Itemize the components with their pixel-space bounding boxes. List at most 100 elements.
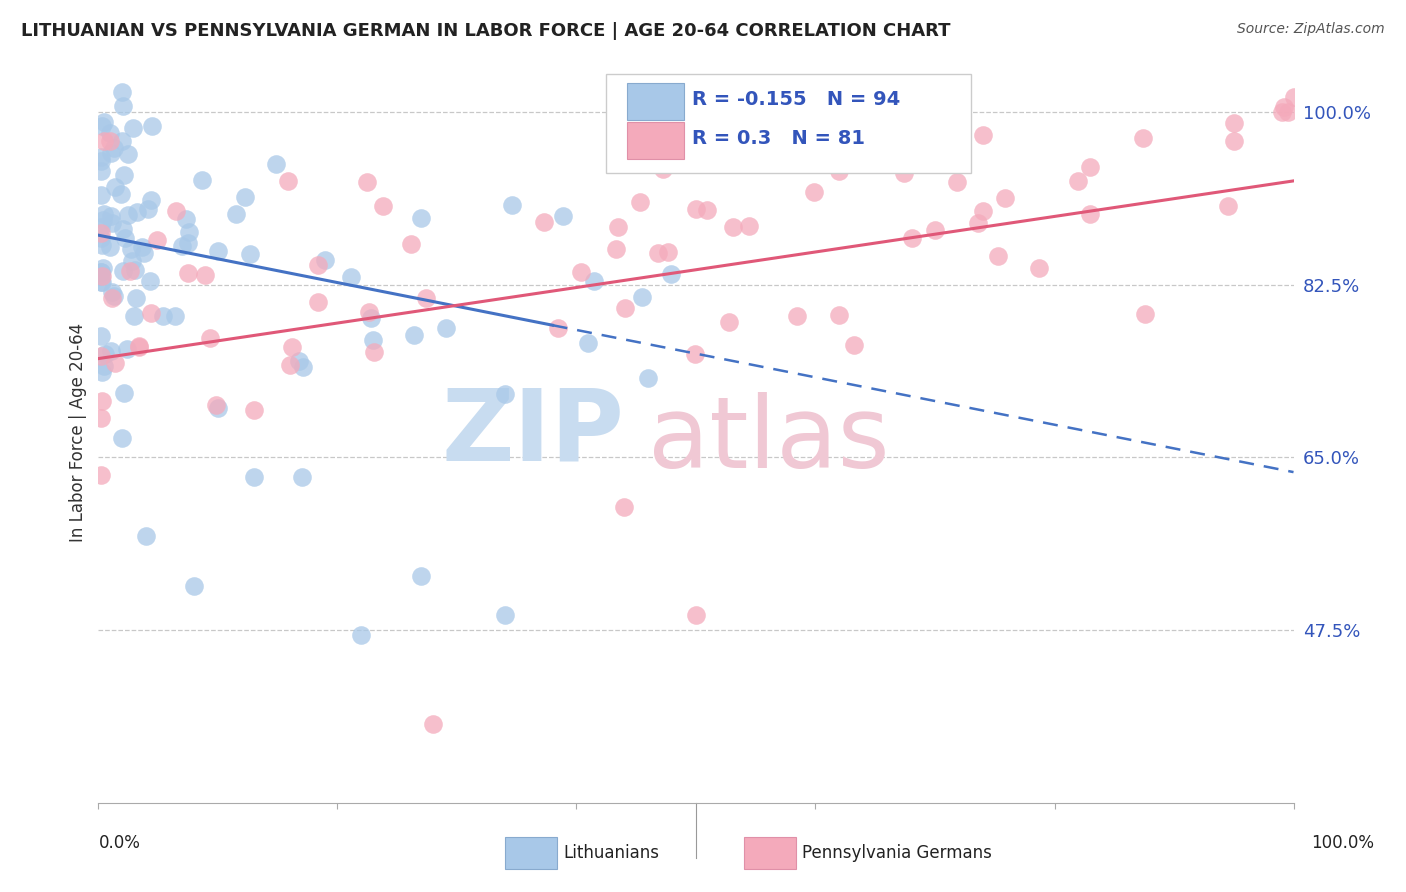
Point xyxy=(803,185,825,199)
Point xyxy=(91,365,114,379)
Point xyxy=(121,120,143,135)
Point xyxy=(90,275,112,289)
Point xyxy=(128,339,150,353)
Point xyxy=(1135,307,1157,321)
Point xyxy=(90,265,112,279)
Point xyxy=(117,147,139,161)
Point xyxy=(363,333,385,347)
Point xyxy=(434,320,457,334)
Point xyxy=(738,219,761,233)
Point xyxy=(90,230,112,244)
Point xyxy=(1132,131,1154,145)
Point xyxy=(659,267,682,281)
Point xyxy=(90,411,112,425)
Point xyxy=(190,173,212,187)
Point xyxy=(125,205,148,219)
Point xyxy=(422,716,444,731)
Point xyxy=(135,529,157,543)
Point xyxy=(606,220,628,235)
Point xyxy=(373,199,395,213)
Point xyxy=(356,175,378,189)
FancyBboxPatch shape xyxy=(505,837,557,870)
Text: Source: ZipAtlas.com: Source: ZipAtlas.com xyxy=(1237,22,1385,37)
Point xyxy=(90,265,112,279)
Point xyxy=(315,253,337,268)
Point xyxy=(339,269,361,284)
Point xyxy=(972,203,994,218)
Point xyxy=(90,164,112,178)
Point xyxy=(90,328,112,343)
Point xyxy=(605,243,627,257)
Point xyxy=(90,349,112,363)
Point xyxy=(132,245,155,260)
Text: ZIP: ZIP xyxy=(441,384,624,481)
Point xyxy=(225,207,247,221)
Point xyxy=(146,233,169,247)
Point xyxy=(91,268,114,283)
Point xyxy=(685,202,707,216)
Point xyxy=(533,215,555,229)
Point xyxy=(101,216,124,230)
Point xyxy=(350,628,373,642)
Point xyxy=(1067,174,1090,188)
Point xyxy=(494,386,516,401)
Point xyxy=(651,161,673,176)
Point xyxy=(945,175,967,189)
Point xyxy=(578,336,600,351)
Point xyxy=(239,247,262,261)
Point xyxy=(100,209,122,223)
Point xyxy=(685,608,707,623)
Point xyxy=(141,193,163,207)
Point xyxy=(204,399,226,413)
Point xyxy=(91,213,114,227)
Point xyxy=(165,310,187,324)
Point xyxy=(291,470,314,484)
Point xyxy=(631,290,654,304)
Point xyxy=(101,291,124,305)
Point xyxy=(307,294,329,309)
Point xyxy=(110,186,132,201)
Point xyxy=(887,92,910,106)
Point xyxy=(264,157,287,171)
Point xyxy=(128,341,150,355)
Point xyxy=(723,220,745,235)
Point xyxy=(569,264,592,278)
FancyBboxPatch shape xyxy=(627,121,685,159)
Point xyxy=(411,568,433,582)
Point xyxy=(967,216,990,230)
Point xyxy=(360,310,382,325)
Point xyxy=(1271,104,1294,119)
Point xyxy=(994,191,1017,205)
Text: R = -0.155   N = 94: R = -0.155 N = 94 xyxy=(692,90,901,109)
Point xyxy=(117,208,139,222)
Point xyxy=(104,356,127,370)
Point xyxy=(114,230,136,244)
Point xyxy=(122,309,145,323)
Point xyxy=(112,222,135,236)
Point xyxy=(613,301,636,315)
Point xyxy=(288,354,311,368)
Point xyxy=(172,239,194,253)
FancyBboxPatch shape xyxy=(627,83,685,120)
FancyBboxPatch shape xyxy=(606,73,972,173)
Point xyxy=(551,210,574,224)
Point xyxy=(112,168,135,182)
Point xyxy=(91,260,114,275)
Point xyxy=(93,207,115,221)
Point xyxy=(749,93,772,107)
Point xyxy=(1078,207,1101,221)
Point xyxy=(125,291,148,305)
Point xyxy=(277,174,299,188)
Point xyxy=(90,268,112,283)
Point xyxy=(104,179,127,194)
Point xyxy=(91,120,114,134)
Point xyxy=(98,126,121,140)
Point xyxy=(111,264,134,278)
Point xyxy=(183,579,205,593)
Point xyxy=(91,394,114,409)
Point xyxy=(90,467,112,482)
Point xyxy=(647,246,669,260)
Point xyxy=(815,125,838,139)
Point xyxy=(828,309,851,323)
Point xyxy=(401,236,423,251)
